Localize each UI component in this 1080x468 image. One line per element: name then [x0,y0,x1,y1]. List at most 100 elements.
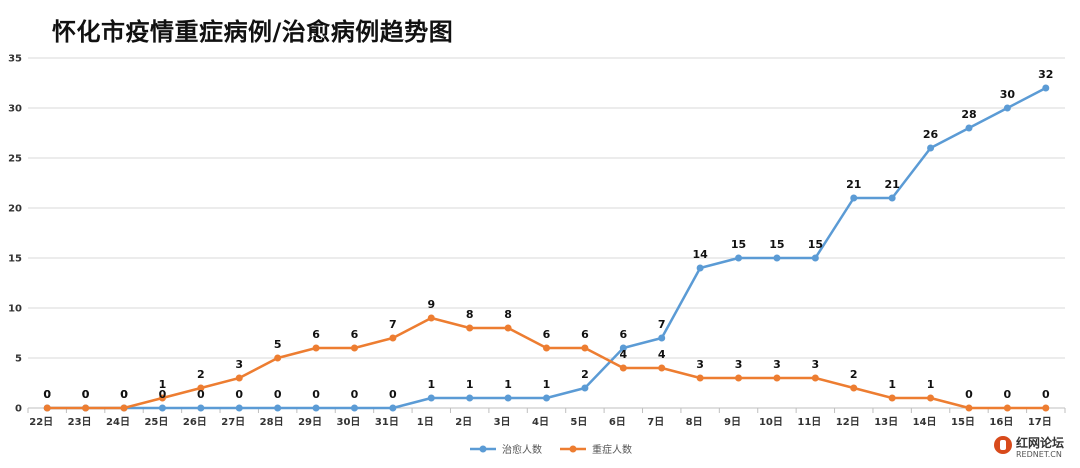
data-label-1: 3 [696,358,704,371]
data-point-0 [773,254,781,262]
data-point-1 [504,324,512,332]
data-point-1 [43,404,51,412]
x-tick-label: 10日 [759,416,783,428]
data-label-0: 0 [235,388,243,401]
data-label-1: 8 [504,308,512,321]
data-label-1: 6 [351,328,359,341]
data-label-0: 30 [1000,88,1016,101]
x-tick-label: 17日 [1028,416,1052,428]
x-tick-label: 4日 [532,416,549,428]
data-label-1: 0 [965,388,973,401]
data-label-0: 1 [427,378,435,391]
data-point-1 [658,364,666,372]
data-point-1 [773,374,781,382]
data-point-1 [965,404,973,412]
data-label-0: 0 [43,388,51,401]
data-point-0 [696,264,704,272]
data-point-1 [696,374,704,382]
data-point-0 [927,144,935,152]
x-tick-label: 5日 [570,416,587,428]
data-label-0: 7 [658,318,666,331]
data-point-0 [658,334,666,342]
y-tick-label: 30 [8,104,22,115]
data-label-1: 3 [773,358,781,371]
data-label-0: 15 [808,238,823,251]
data-label-1: 0 [1004,388,1012,401]
data-label-1: 2 [850,368,858,381]
x-tick-label: 3日 [494,416,511,428]
data-label-0: 0 [312,388,320,401]
data-point-0 [235,404,243,412]
data-label-0: 21 [846,178,861,191]
rednet-watermark: 红网论坛 REDNET.CN [994,434,1072,462]
data-label-1: 0 [82,388,90,401]
data-point-0 [735,254,743,262]
data-label-1: 0 [120,388,128,401]
data-label-1: 1 [927,378,935,391]
data-point-0 [427,394,435,402]
data-point-1 [235,374,243,382]
data-label-0: 0 [389,388,397,401]
y-tick-label: 10 [8,304,22,315]
data-point-0 [850,194,858,202]
x-tick-label: 22日 [29,416,53,428]
x-tick-label: 16日 [989,416,1013,428]
data-point-1 [82,404,90,412]
series-line-0 [47,86,1047,410]
data-label-1: 5 [274,338,282,351]
data-label-1: 3 [735,358,743,371]
data-point-0 [197,404,205,412]
data-point-1 [120,404,128,412]
grid-lines [28,57,1065,359]
data-point-1 [735,374,743,382]
data-point-1 [312,344,320,352]
data-point-1 [888,394,896,402]
data-label-1: 7 [389,318,397,331]
data-point-0 [389,404,397,412]
data-label-0: 6 [619,328,627,341]
x-tick-label: 9日 [724,416,741,428]
legend: 治愈人数 重症人数 [470,443,632,456]
data-point-1 [389,334,397,342]
data-label-0: 32 [1038,68,1053,81]
data-label-1: 3 [812,358,820,371]
data-label-1: 4 [658,348,666,361]
data-point-1 [581,344,589,352]
data-label-1: 1 [888,378,896,391]
x-tick-label: 26日 [183,416,207,428]
data-point-0 [581,384,589,392]
x-tick-label: 24日 [106,416,130,428]
watermark-name: 红网论坛 [1016,436,1065,450]
data-point-1 [1003,404,1011,412]
data-label-1: 1 [159,378,167,391]
x-tick-label: 13日 [874,416,898,428]
data-point-0 [1003,104,1011,112]
x-tick-label: 27日 [221,416,245,428]
data-label-1: 6 [543,328,551,341]
series-lines [43,84,1050,412]
y-tick-label: 15 [8,254,22,265]
y-tick-label: 0 [15,404,22,415]
y-tick-label: 25 [8,154,22,165]
data-label-1: 8 [466,308,474,321]
y-tick-label: 20 [8,204,22,215]
data-point-0 [888,194,896,202]
data-point-1 [274,354,282,362]
data-label-0: 0 [274,388,282,401]
legend-swatch-marker [569,445,577,453]
data-point-0 [158,404,166,412]
data-label-1: 6 [312,328,320,341]
data-point-1 [197,384,205,392]
data-point-1 [158,394,166,402]
data-point-0 [350,404,358,412]
data-point-0 [274,404,282,412]
data-label-0: 0 [82,388,90,401]
x-tick-label: 23日 [68,416,92,428]
legend-label: 重症人数 [592,443,632,456]
data-label-0: 26 [923,128,939,141]
data-label-1: 0 [43,388,51,401]
data-label-0: 2 [581,368,589,381]
x-tick-label: 2日 [455,416,472,428]
data-point-1 [850,384,858,392]
data-label-1: 6 [581,328,589,341]
